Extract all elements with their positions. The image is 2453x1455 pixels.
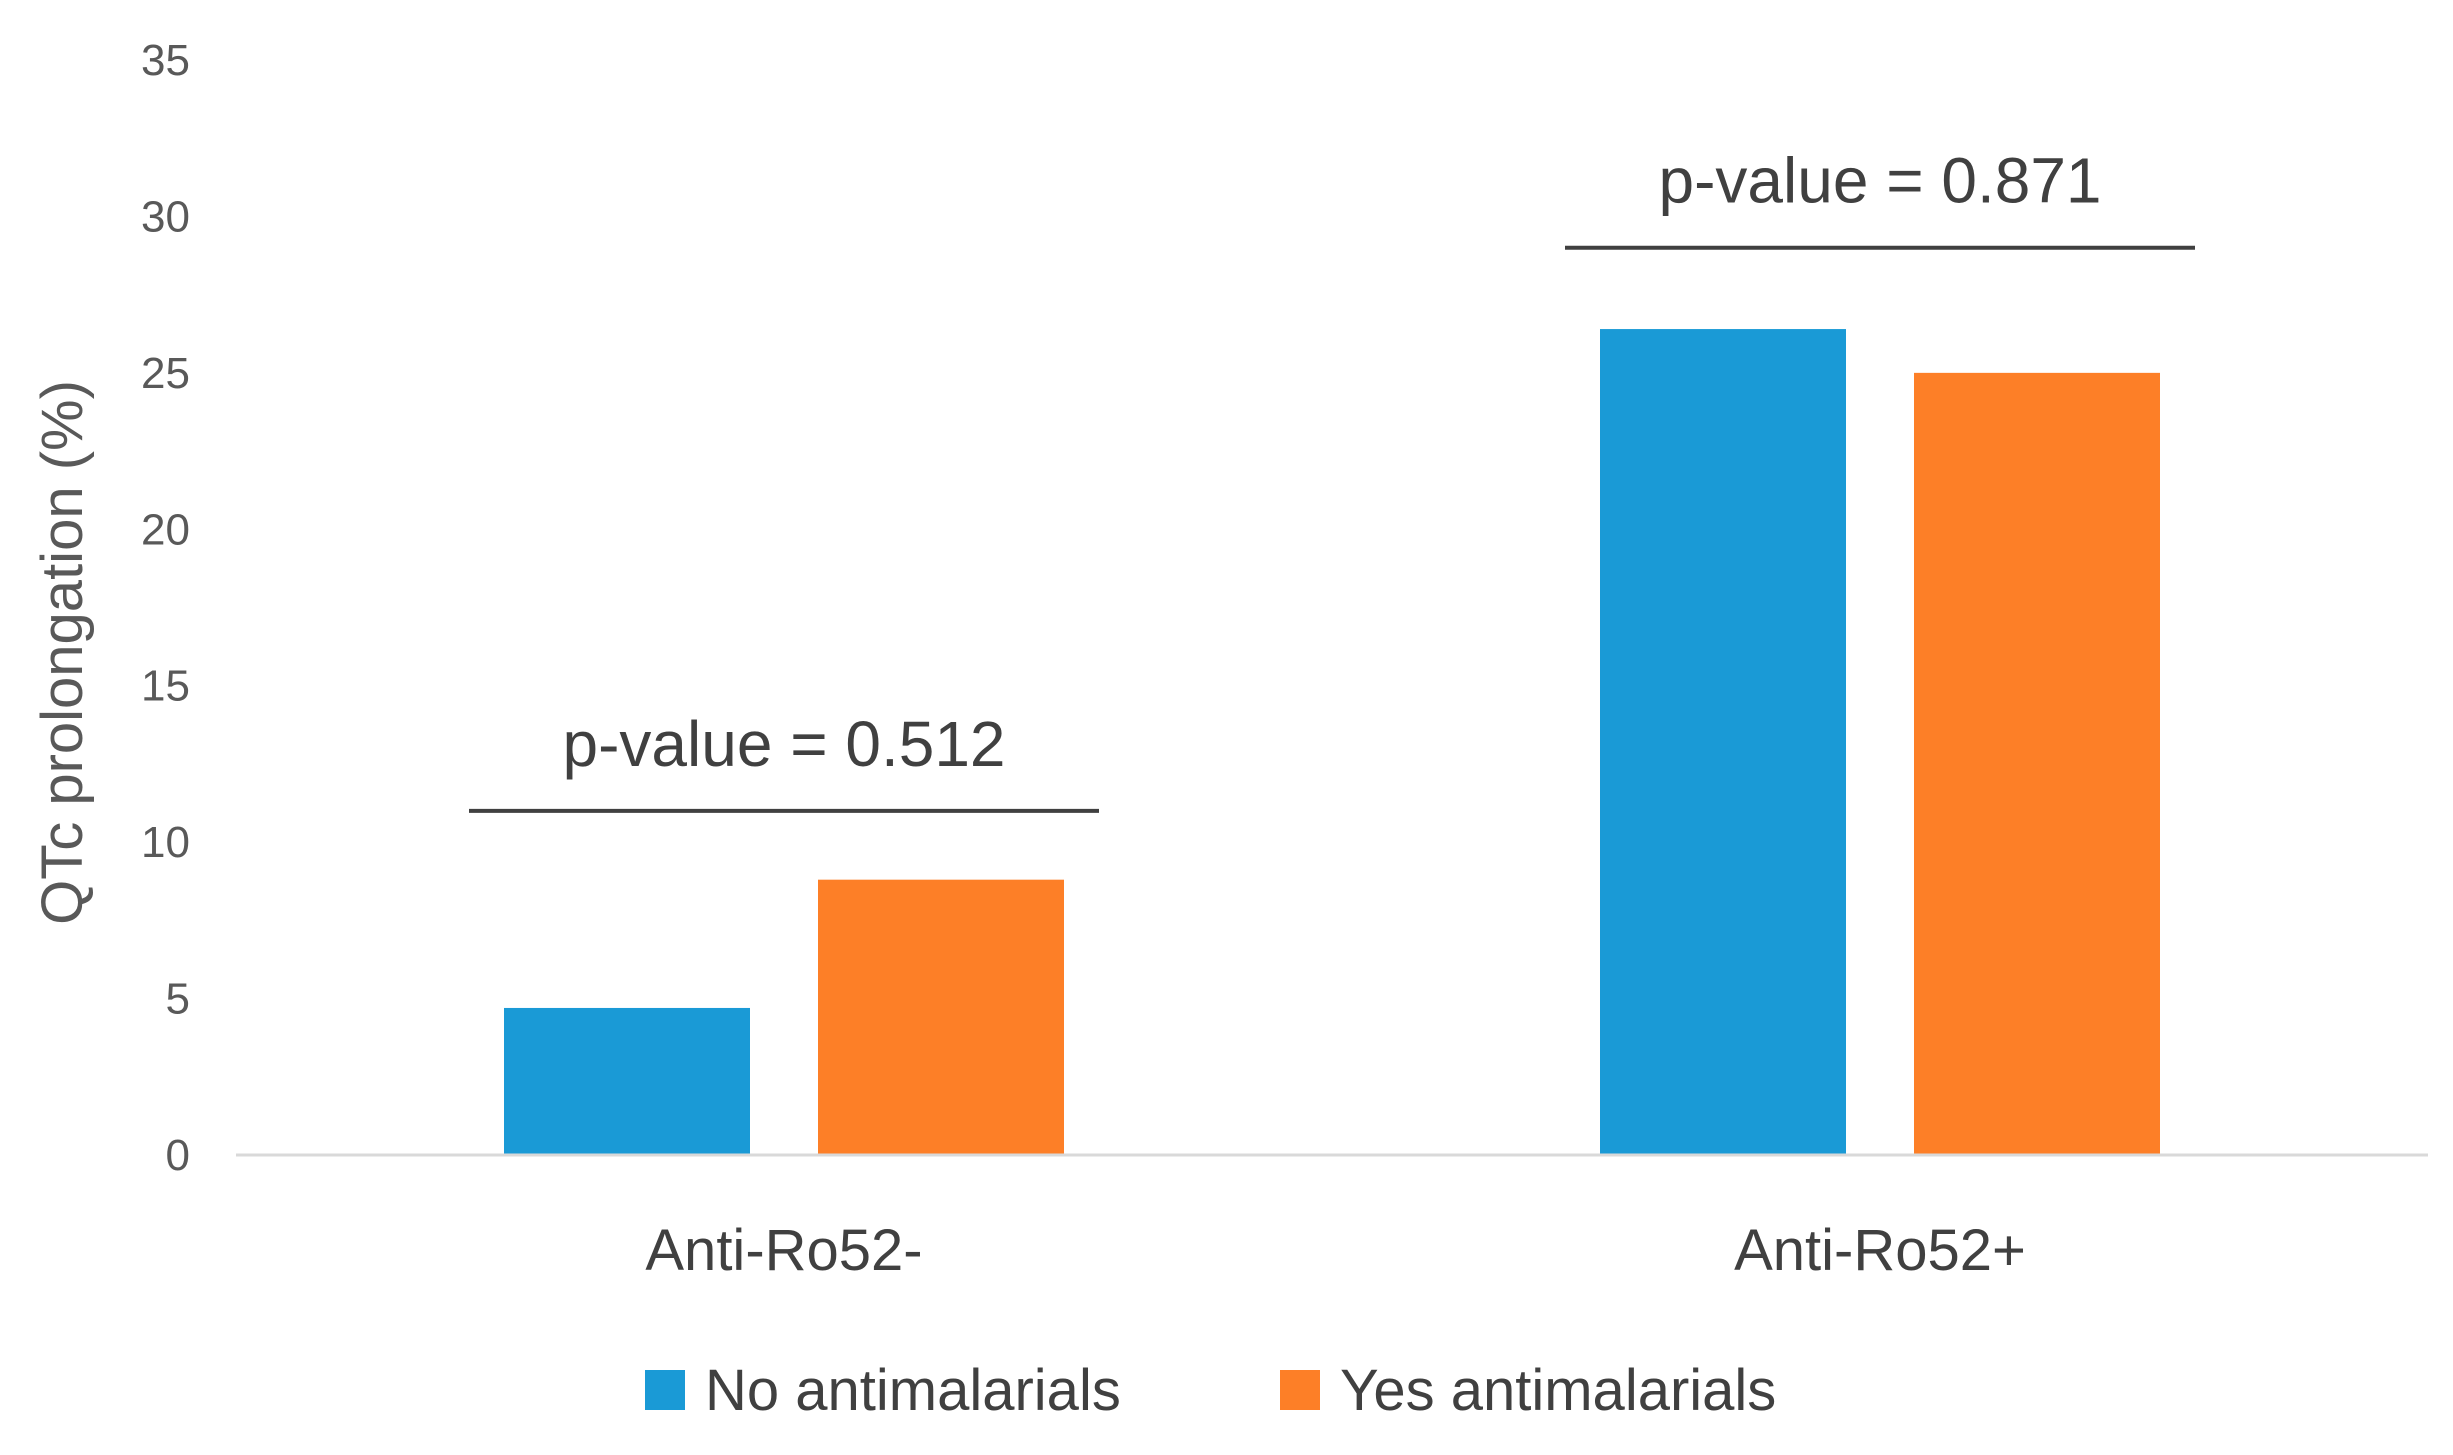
p-value-label: p-value = 0.512 <box>563 708 1006 780</box>
y-tick-label: 5 <box>166 975 190 1024</box>
bars <box>504 329 2160 1155</box>
legend-swatch <box>1280 1370 1320 1410</box>
bar-yes-antimalarials-ro52-negative <box>818 879 1064 1155</box>
y-axis-title: QTc prolongation (%) <box>30 380 95 925</box>
bar-no-antimalarials-ro52-positive <box>1600 329 1846 1155</box>
category-label: Anti-Ro52- <box>645 1218 922 1283</box>
x-axis-category-labels: Anti-Ro52- Anti-Ro52+ <box>645 1218 2026 1283</box>
y-tick-label: 20 <box>141 505 190 554</box>
y-tick-label: 30 <box>141 192 190 241</box>
legend-label: No antimalarials <box>705 1358 1121 1423</box>
bar-yes-antimalarials-ro52-positive <box>1914 372 2160 1155</box>
y-tick-label: 25 <box>141 349 190 398</box>
y-tick-label: 0 <box>166 1131 190 1180</box>
bar-no-antimalarials-ro52-negative <box>504 1007 750 1155</box>
p-value-label: p-value = 0.871 <box>1659 145 2102 217</box>
y-tick-label: 35 <box>141 36 190 85</box>
legend-swatch <box>645 1370 685 1410</box>
y-axis-ticks: 0 5 10 15 20 25 30 35 <box>141 36 190 1180</box>
category-label: Anti-Ro52+ <box>1734 1218 2026 1283</box>
legend-label: Yes antimalarials <box>1340 1358 1776 1423</box>
significance-annotations: p-value = 0.512 p-value = 0.871 <box>469 145 2195 813</box>
legend: No antimalarials Yes antimalarials <box>645 1358 1776 1423</box>
y-tick-label: 10 <box>141 818 190 867</box>
y-tick-label: 15 <box>141 662 190 711</box>
